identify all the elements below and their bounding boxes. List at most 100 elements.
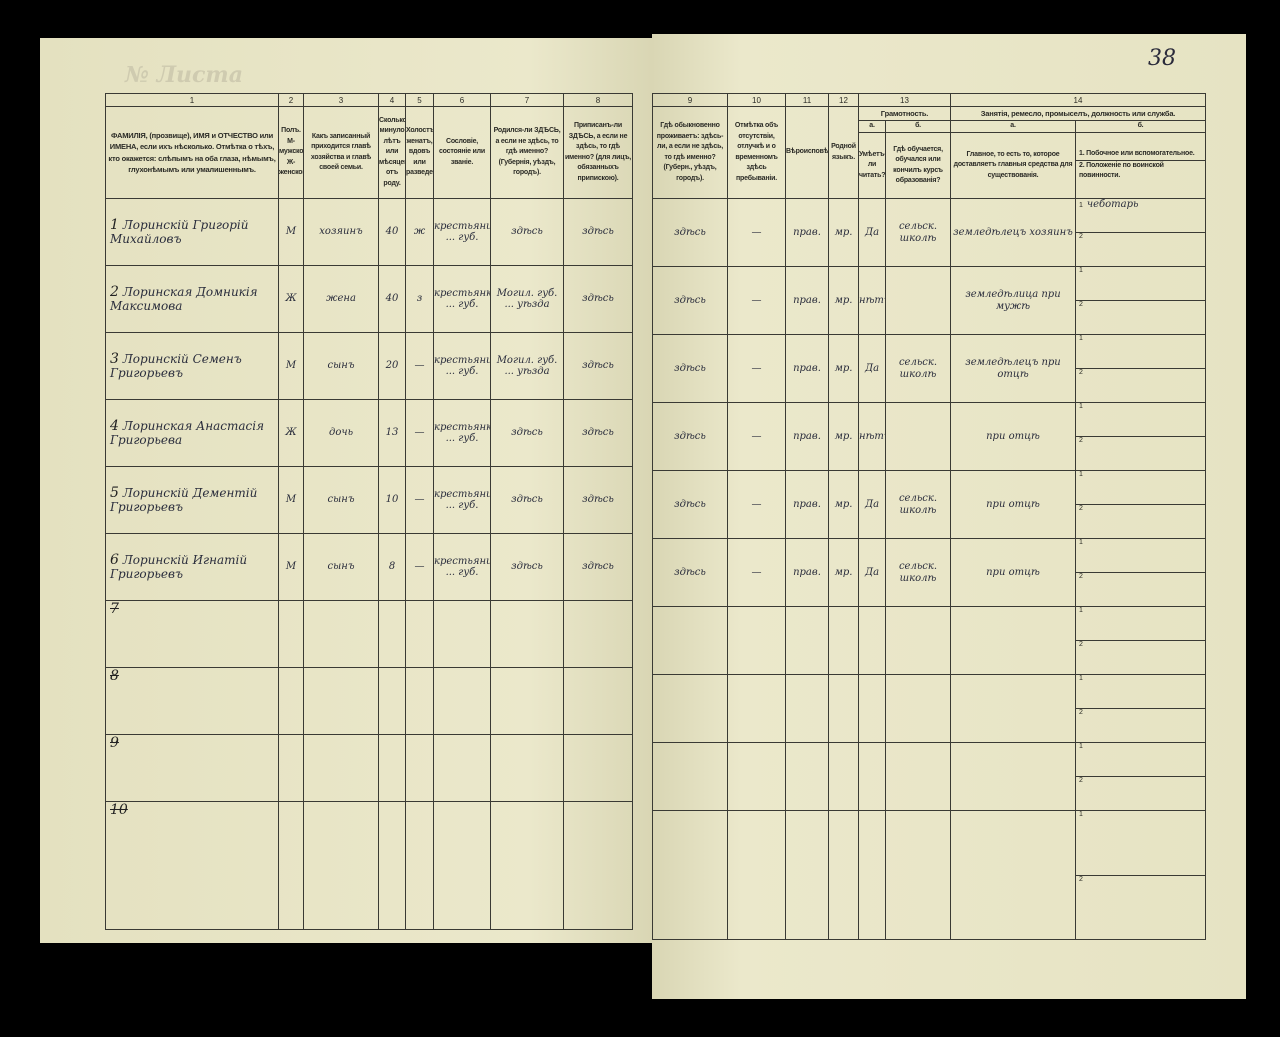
side-occupation-1: 1 чеботарь (1079, 199, 1139, 211)
col-number: 7 (490, 93, 564, 107)
header-residence: Гдѣ обыкновенно проживаетъ: здѣсь-ли, а … (652, 106, 728, 199)
cell-sex: Ж (278, 399, 304, 467)
cell-school (885, 742, 951, 811)
side-occupation-2: 2 (1076, 504, 1205, 538)
cell-born (490, 734, 564, 802)
cell-age: 13 (378, 399, 406, 467)
cell-language: мр. (828, 470, 859, 539)
cell-absence: — (727, 538, 786, 607)
cell-registered: здѣсь (563, 332, 633, 400)
cell-born (490, 801, 564, 930)
cell-absence (727, 742, 786, 811)
cell-born: здѣсь (490, 466, 564, 534)
col-number: 14 (950, 93, 1206, 107)
cell-name: 4 Лоринская Анастасія Григорьева (105, 399, 279, 467)
col-number: 6 (433, 93, 491, 107)
col-number: 5 (405, 93, 434, 107)
cell-estate (433, 801, 491, 930)
cell-estate: крестьянка ... губ. (433, 265, 491, 333)
row-number: 5 (110, 485, 119, 502)
cell-age: 8 (378, 533, 406, 601)
cell-literate (858, 606, 886, 675)
cell-residence: здѣсь (652, 538, 728, 607)
table-row: здѣсь — прав. мр. Да сельск. школѣ земледѣлецъ… (652, 198, 1206, 267)
cell-relation (303, 801, 379, 930)
cell-residence: здѣсь (652, 470, 728, 539)
table-row: здѣсь — прав. мр. Да сельск. школѣ при отцѣ 1 2 (652, 538, 1206, 607)
side-occupation-2: 2 (1076, 572, 1205, 606)
header-absence: Отмѣтка объ отсутствіи, отлучкѣ и о врем… (727, 106, 786, 199)
cell-born: Могил. губ. ... уѣзда (490, 332, 564, 400)
cell-marital (405, 600, 434, 668)
col-number: 10 (727, 93, 786, 107)
page-number: 38 (1148, 46, 1176, 71)
cell-school (885, 674, 951, 743)
cell-born (490, 667, 564, 735)
cell-registered: здѣсь (563, 399, 633, 467)
cell-residence (652, 810, 728, 940)
cell-name: 10 (105, 801, 279, 930)
cell-age: 40 (378, 198, 406, 266)
side-occupation-1: 1 (1079, 743, 1083, 751)
cell-literate (858, 810, 886, 940)
cell-school (885, 266, 951, 335)
cell-residence: здѣсь (652, 402, 728, 471)
header-13b: б. (885, 120, 951, 133)
cell-literate: Да (858, 198, 886, 267)
side-occupation-1: 1 (1079, 675, 1083, 683)
row-number: 8 (110, 668, 119, 685)
cell-relation (303, 600, 379, 668)
row-number: 7 (110, 601, 119, 618)
cell-occupation (950, 810, 1076, 940)
cell-occupation (950, 674, 1076, 743)
table-row: 9 (105, 734, 633, 802)
table-row: 10 (105, 801, 633, 930)
row-number: 10 (110, 802, 128, 819)
col-number: 11 (785, 93, 829, 107)
cell-born: здѣсь (490, 533, 564, 601)
cell-absence: — (727, 402, 786, 471)
col-number: 13 (858, 93, 951, 107)
row-number: 2 (110, 284, 119, 301)
cell-name: 8 (105, 667, 279, 735)
cell-language (828, 674, 859, 743)
cell-marital (405, 734, 434, 802)
cell-residence (652, 742, 728, 811)
person-name: Лоринскій Семенъ Григорьевъ (110, 352, 242, 381)
cell-religion (785, 742, 829, 811)
cell-absence: — (727, 470, 786, 539)
cell-age: 20 (378, 332, 406, 400)
cell-relation: сынъ (303, 466, 379, 534)
cell-sex (278, 734, 304, 802)
cell-religion: прав. (785, 198, 829, 267)
cell-name: 9 (105, 734, 279, 802)
person-name: Лоринскій Григорій Михайловъ (110, 218, 249, 247)
cell-name: 2 Лоринская Домникія Максимова (105, 265, 279, 333)
table-row: здѣсь — прав. мр. Да сельск. школѣ земледѣлецъ… (652, 334, 1206, 403)
cell-occupation: при отцѣ (950, 470, 1076, 539)
cell-literate: нѣтъ (858, 266, 886, 335)
cell-side-occupation: 1 чеботарь 2 (1075, 198, 1206, 267)
cell-marital: — (405, 533, 434, 601)
cell-literate: Да (858, 470, 886, 539)
cell-absence: — (727, 334, 786, 403)
header-literacy: Грамотность. (858, 106, 951, 121)
table-row: здѣсь — прав. мр. Да сельск. школѣ при отцѣ 1 2 (652, 470, 1206, 539)
cell-residence (652, 606, 728, 675)
cell-sex: М (278, 466, 304, 534)
person-name: Лоринская Анастасія Григорьева (110, 419, 265, 448)
cell-school: сельск. школѣ (885, 198, 951, 267)
cell-literate: Да (858, 538, 886, 607)
side-occupation-1: 1 (1079, 607, 1083, 615)
cell-language (828, 810, 859, 940)
cell-age: 10 (378, 466, 406, 534)
header-religion: Вѣроисповѣданіе. (785, 106, 829, 199)
